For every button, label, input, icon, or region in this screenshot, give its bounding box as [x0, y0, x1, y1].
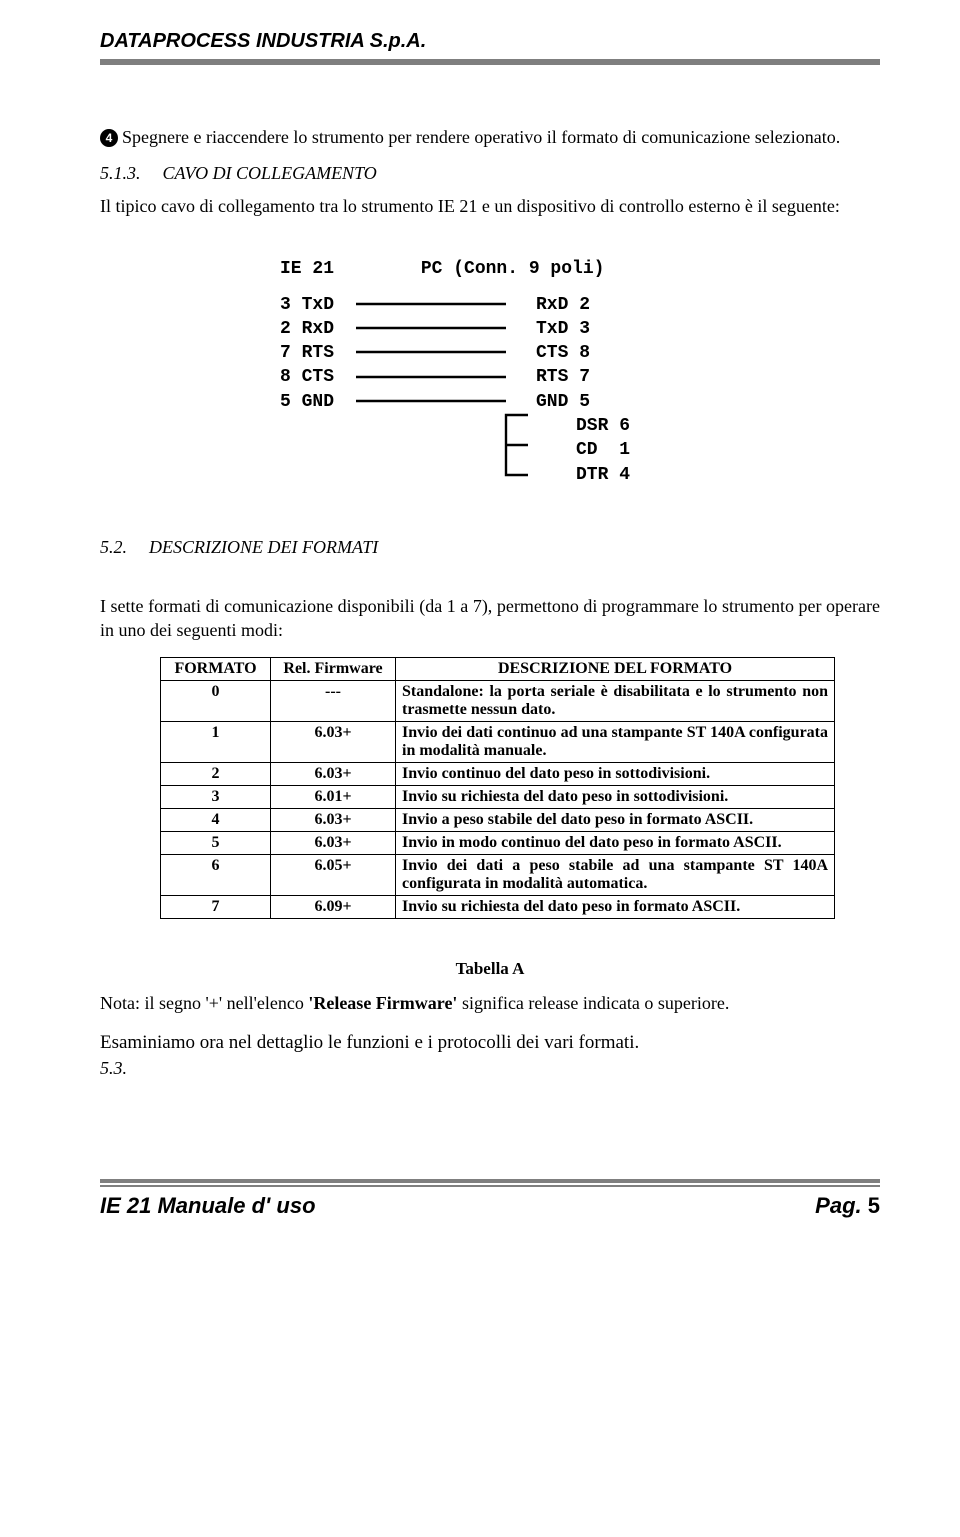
wiring-right-head: PC (Conn. 9 poli): [421, 259, 605, 279]
wire-line-icon: [356, 324, 506, 332]
cell-formato: 7: [161, 895, 271, 918]
closing-text: Esaminiamo ora nel dettaglio le funzioni…: [100, 1032, 880, 1054]
wire-line-icon: [356, 300, 506, 308]
table-row: 36.01+Invio su richiesta del dato peso i…: [161, 785, 835, 808]
cell-descrizione: Invio su richiesta del dato peso in form…: [396, 895, 835, 918]
wiring-row: 7 RTS CTS 8: [280, 341, 880, 365]
wiring-extra-pin: DTR 4: [538, 463, 880, 487]
cell-formato: 2: [161, 762, 271, 785]
wiring-right-pin: RxD 2: [536, 293, 590, 317]
step-4-paragraph: 4Spegnere e riaccendere lo strumento per…: [100, 125, 880, 149]
cell-firmware: 6.03+: [271, 831, 396, 854]
table-row: 46.03+Invio a peso stabile del dato peso…: [161, 808, 835, 831]
footer-rule-thick: [100, 1179, 880, 1183]
section-52-intro: I sette formati di comunicazione disponi…: [100, 594, 880, 643]
wiring-left-head: IE 21: [280, 259, 410, 279]
section-52-heading: 5.2. DESCRIZIONE DEI FORMATI: [100, 537, 880, 558]
wire-line-icon: [356, 373, 506, 381]
cell-descrizione: Standalone: la porta seriale è disabilit…: [396, 680, 835, 721]
footer-page-label: Pag.: [815, 1193, 861, 1218]
wiring-left-pin: 7 RTS: [280, 341, 356, 365]
wiring-right-pin: RTS 7: [536, 365, 590, 389]
table-caption: Tabella A: [100, 959, 880, 979]
footer-page-number: 5: [868, 1193, 880, 1218]
wiring-row: 8 CTS RTS 7: [280, 365, 880, 389]
cell-formato: 6: [161, 854, 271, 895]
wire-line-icon: [356, 348, 506, 356]
note-suffix: significa release indicata o superiore.: [457, 993, 729, 1013]
wiring-row: 3 TxD RxD 2: [280, 293, 880, 317]
footer-left: IE 21 Manuale d' uso: [100, 1193, 316, 1219]
section-513-heading: 5.1.3. CAVO DI COLLEGAMENTO: [100, 163, 880, 184]
col-header-formato: FORMATO: [161, 657, 271, 680]
cell-firmware: 6.05+: [271, 854, 396, 895]
col-header-descrizione: DESCRIZIONE DEL FORMATO: [396, 657, 835, 680]
loopback-bracket-icon: [498, 412, 532, 478]
cell-formato: 3: [161, 785, 271, 808]
company-header: DATAPROCESS INDUSTRIA S.p.A.: [100, 30, 880, 53]
table-row: 76.09+Invio su richiesta del dato peso i…: [161, 895, 835, 918]
footer-rule-thin: [100, 1185, 880, 1187]
wiring-extra-pin: CD 1: [538, 438, 880, 462]
cell-firmware: 6.03+: [271, 808, 396, 831]
header-rule: [100, 59, 880, 65]
cell-descrizione: Invio su richiesta del dato peso in sott…: [396, 785, 835, 808]
cell-formato: 1: [161, 721, 271, 762]
section-513-intro: Il tipico cavo di collegamento tra lo st…: [100, 194, 880, 218]
note-prefix: Nota: il segno '+' nell'elenco: [100, 993, 308, 1013]
table-row: 66.05+Invio dei dati a peso stabile ad u…: [161, 854, 835, 895]
closing-sec-num: 5.3.: [100, 1058, 880, 1079]
cell-firmware: 6.03+: [271, 721, 396, 762]
wiring-left-pin: 2 RxD: [280, 317, 356, 341]
cell-firmware: 6.09+: [271, 895, 396, 918]
step-4-text: Spegnere e riaccendere lo strumento per …: [122, 127, 840, 147]
wire-line-icon: [356, 397, 506, 405]
cell-descrizione: Invio continuo del dato peso in sottodiv…: [396, 762, 835, 785]
section-513-num: 5.1.3.: [100, 163, 141, 183]
col-header-firmware: Rel. Firmware: [271, 657, 396, 680]
wiring-right-pin: TxD 3: [536, 317, 590, 341]
wiring-left-pin: 5 GND: [280, 390, 356, 414]
wiring-left-pin: 3 TxD: [280, 293, 356, 317]
cell-firmware: 6.03+: [271, 762, 396, 785]
section-52-title: DESCRIZIONE DEI FORMATI: [149, 537, 378, 557]
table-row: 16.03+Invio dei dati continuo ad una sta…: [161, 721, 835, 762]
cell-formato: 4: [161, 808, 271, 831]
cell-firmware: 6.01+: [271, 785, 396, 808]
wiring-row: 5 GND GND 5: [280, 390, 880, 414]
note-bold: 'Release Firmware': [308, 993, 457, 1013]
wiring-right-pin: CTS 8: [536, 341, 590, 365]
page-footer: IE 21 Manuale d' uso Pag. 5: [100, 1193, 880, 1219]
cell-descrizione: Invio in modo continuo del dato peso in …: [396, 831, 835, 854]
step-4-bullet-icon: 4: [100, 129, 118, 147]
formats-table: FORMATO Rel. Firmware DESCRIZIONE DEL FO…: [160, 657, 835, 919]
footer-right: Pag. 5: [815, 1193, 880, 1219]
table-row: 56.03+Invio in modo continuo del dato pe…: [161, 831, 835, 854]
wiring-diagram: IE 21 PC (Conn. 9 poli) 3 TxD RxD 2 2 RxD T…: [280, 259, 880, 487]
note-line: Nota: il segno '+' nell'elenco 'Release …: [100, 993, 880, 1014]
wiring-right-pin: GND 5: [536, 390, 590, 414]
cell-descrizione: Invio a peso stabile del dato peso in fo…: [396, 808, 835, 831]
wiring-row: 2 RxD TxD 3: [280, 317, 880, 341]
wiring-extra-pin: DSR 6: [538, 414, 880, 438]
cell-formato: 5: [161, 831, 271, 854]
cell-firmware: ---: [271, 680, 396, 721]
section-513-title: CAVO DI COLLEGAMENTO: [163, 163, 377, 183]
section-52-num: 5.2.: [100, 537, 127, 557]
cell-descrizione: Invio dei dati continuo ad una stampante…: [396, 721, 835, 762]
wiring-left-pin: 8 CTS: [280, 365, 356, 389]
table-row: 26.03+Invio continuo del dato peso in so…: [161, 762, 835, 785]
table-row: 0---Standalone: la porta seriale è disab…: [161, 680, 835, 721]
cell-descrizione: Invio dei dati a peso stabile ad una sta…: [396, 854, 835, 895]
cell-formato: 0: [161, 680, 271, 721]
